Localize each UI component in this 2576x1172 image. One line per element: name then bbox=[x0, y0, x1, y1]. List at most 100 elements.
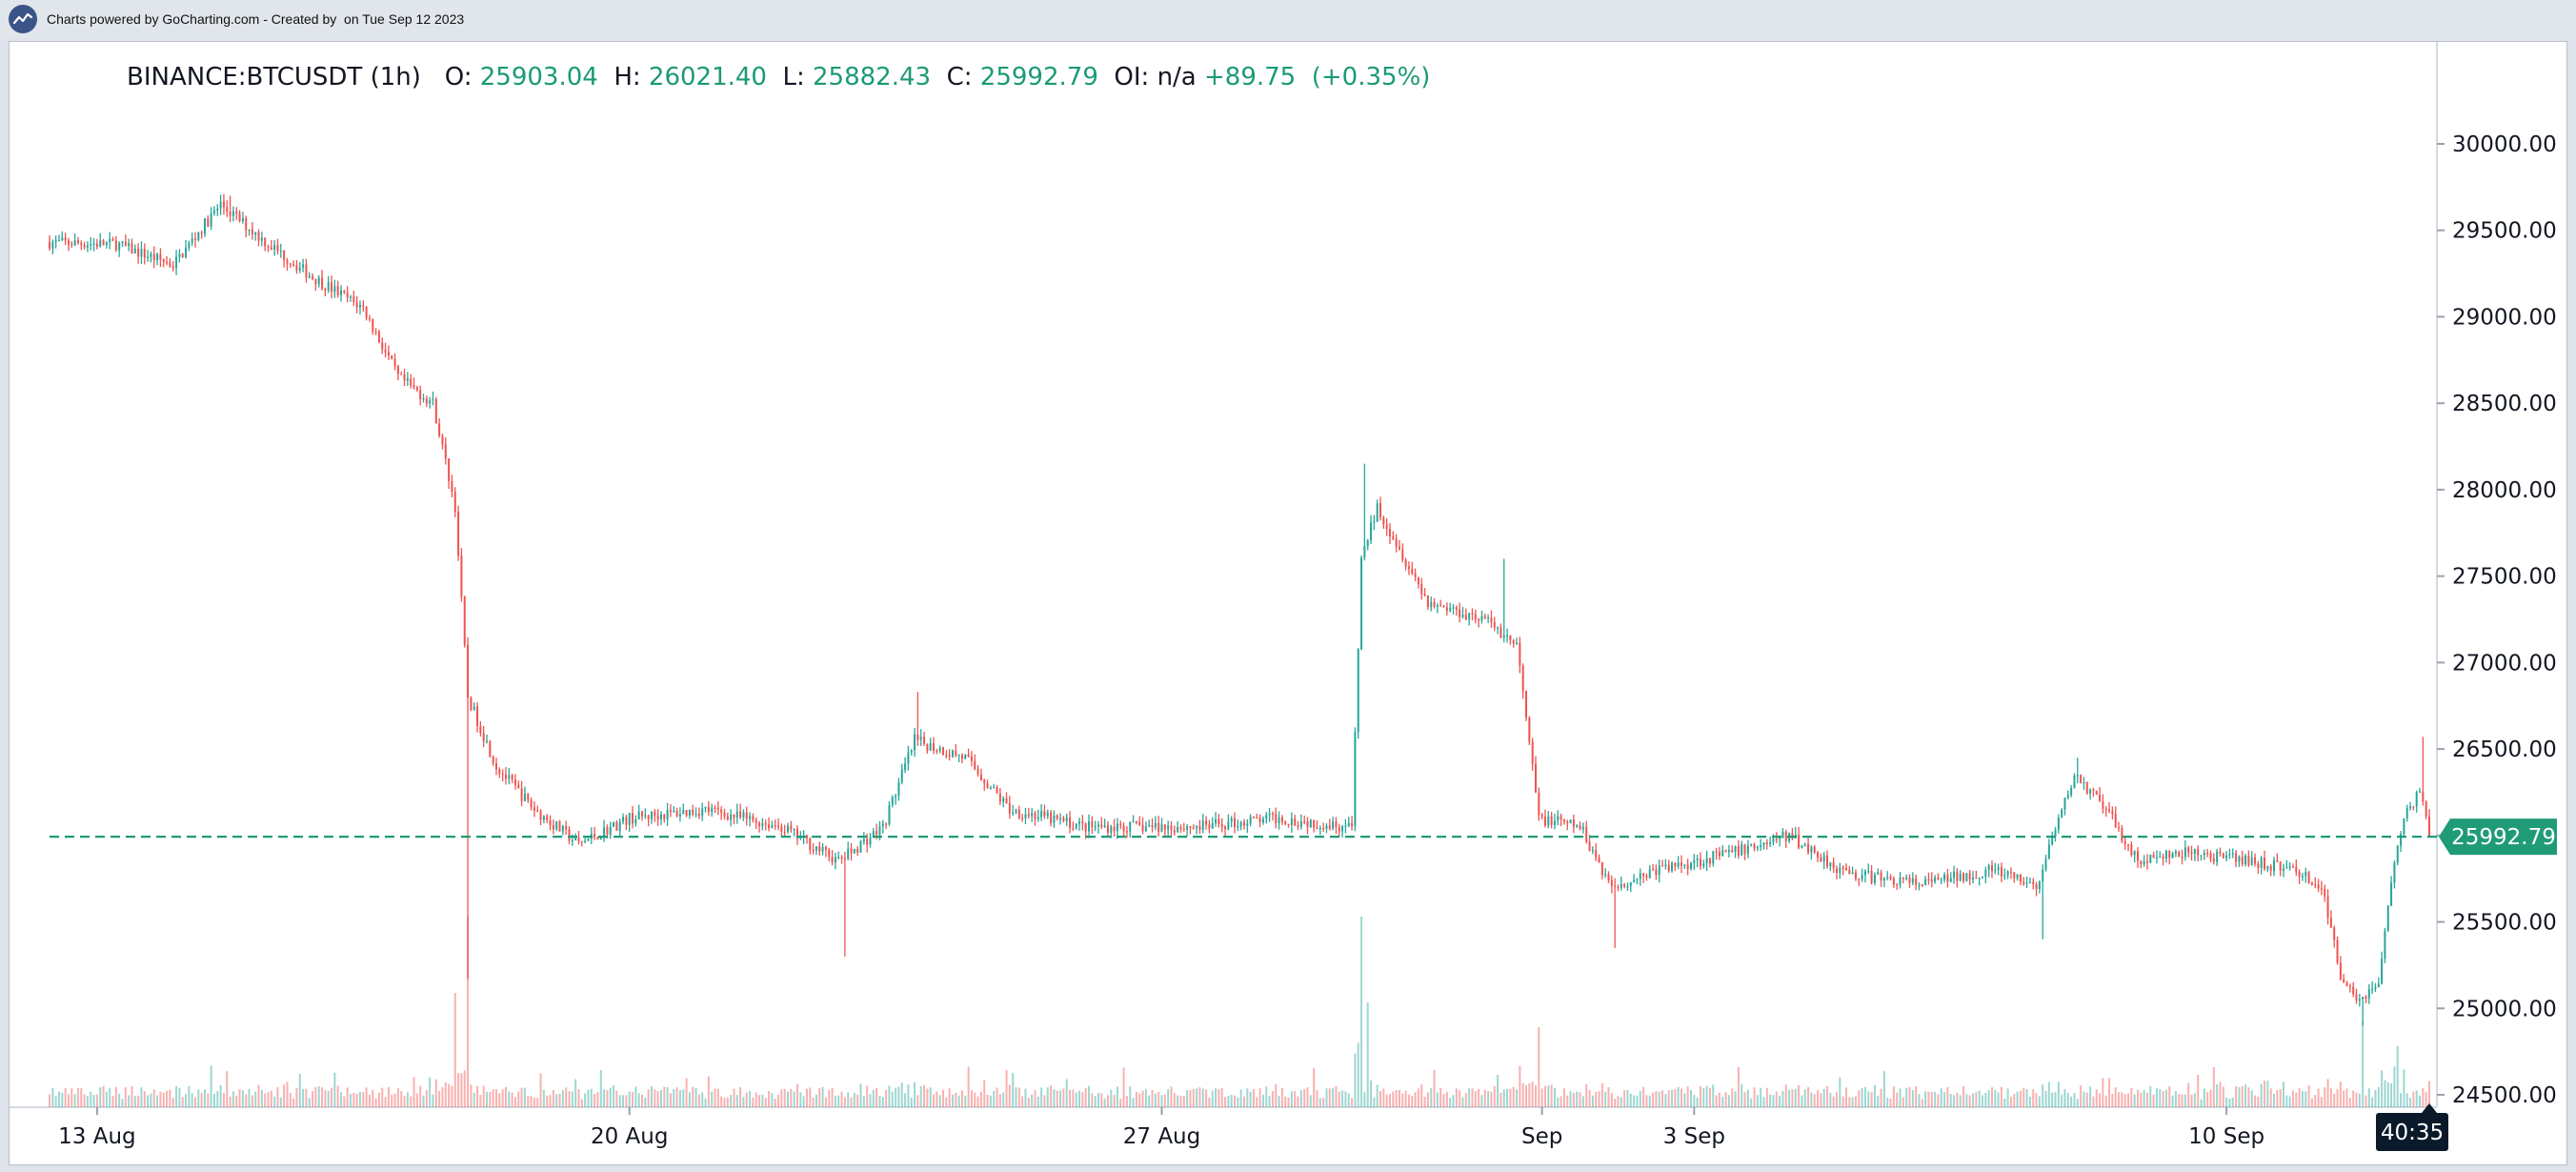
candle-body bbox=[2164, 850, 2167, 859]
volume-bar bbox=[1915, 1086, 1918, 1107]
volume-bar bbox=[2310, 1098, 2313, 1107]
volume-bar bbox=[295, 1087, 298, 1107]
volume-bar bbox=[2111, 1093, 2114, 1107]
candle-body bbox=[1984, 869, 1987, 878]
candle-body bbox=[2358, 999, 2361, 1001]
candle-body bbox=[2051, 836, 2054, 845]
volume-bar bbox=[1817, 1090, 1820, 1107]
candle-body bbox=[774, 824, 776, 827]
volume-bar bbox=[2121, 1092, 2123, 1107]
volume-bar bbox=[1442, 1094, 1445, 1107]
candle-body bbox=[1091, 820, 1094, 827]
volume-bar bbox=[1502, 1089, 1505, 1107]
candle-body bbox=[694, 814, 697, 816]
candle-body bbox=[571, 839, 574, 842]
chart-area[interactable]: 24500.0025000.0025500.0026000.0026500.00… bbox=[9, 41, 2567, 1165]
candle-body bbox=[2390, 882, 2393, 906]
volume-bar bbox=[1106, 1095, 1109, 1107]
volume-bar bbox=[1341, 1090, 1344, 1107]
volume-bar bbox=[254, 1091, 257, 1107]
volume-bar bbox=[711, 1091, 714, 1107]
volume-bar bbox=[2415, 1090, 2418, 1107]
volume-bar bbox=[1395, 1089, 1398, 1107]
volume-bar bbox=[1540, 1088, 1543, 1107]
candle-body bbox=[1163, 824, 1166, 830]
volume-bar bbox=[771, 1093, 774, 1107]
candle-body bbox=[1696, 859, 1699, 860]
candle-body bbox=[336, 286, 339, 295]
candle-body bbox=[396, 366, 399, 374]
volume-bar bbox=[1088, 1085, 1091, 1107]
volume-bar bbox=[1478, 1089, 1480, 1107]
volume-bar bbox=[673, 1089, 675, 1107]
volume-bar bbox=[843, 1097, 846, 1107]
candle-body bbox=[1990, 865, 1993, 872]
volume-bar bbox=[1538, 1027, 1540, 1107]
volume-bar bbox=[1990, 1087, 1993, 1107]
volume-bar bbox=[558, 1093, 561, 1107]
volume-bar bbox=[2405, 1093, 2408, 1107]
last-price-tag-bg bbox=[2439, 818, 2557, 856]
volume-bar bbox=[124, 1087, 127, 1107]
volume-bar bbox=[494, 1088, 497, 1107]
candle-body bbox=[1363, 546, 1366, 558]
candle-body bbox=[1487, 617, 1490, 619]
candle-body bbox=[1607, 874, 1610, 880]
candle-body bbox=[1407, 566, 1410, 570]
volume-bar bbox=[444, 1082, 447, 1107]
volume-bar bbox=[1196, 1088, 1198, 1107]
volume-bar bbox=[1373, 1097, 1376, 1107]
candle-body bbox=[1832, 862, 1835, 869]
volume-bar bbox=[1867, 1091, 1870, 1107]
volume-bar bbox=[552, 1090, 554, 1107]
volume-bar bbox=[960, 1090, 963, 1107]
candle-body bbox=[812, 850, 815, 852]
y-tick-label: 24500.00 bbox=[2452, 1083, 2557, 1108]
volume-bar bbox=[2219, 1081, 2222, 1107]
candle-body bbox=[1829, 862, 1832, 867]
volume-bar bbox=[178, 1087, 181, 1107]
volume-bar bbox=[1807, 1087, 1810, 1107]
candle-body bbox=[137, 248, 140, 257]
volume-bar bbox=[1474, 1091, 1477, 1107]
candle-body bbox=[881, 823, 884, 827]
volume-bar bbox=[365, 1087, 368, 1107]
candle-body bbox=[1170, 825, 1173, 831]
volume-bar bbox=[162, 1092, 165, 1107]
volume-bar bbox=[2038, 1096, 2041, 1107]
volume-bar bbox=[1854, 1096, 1857, 1107]
volume-bar bbox=[1002, 1092, 1005, 1107]
candle-body bbox=[1610, 879, 1613, 886]
candle-body bbox=[2080, 775, 2083, 783]
candle-body bbox=[752, 816, 755, 820]
volume-bar bbox=[1490, 1091, 1493, 1107]
volume-bar bbox=[2009, 1096, 2012, 1107]
volume-bar bbox=[1322, 1098, 1325, 1107]
candle-body bbox=[2386, 905, 2389, 931]
candle-body bbox=[2083, 781, 2085, 784]
candlestick-chart[interactable]: 24500.0025000.0025500.0026000.0026500.00… bbox=[10, 42, 2566, 1164]
candle-body bbox=[2044, 859, 2047, 870]
candle-body bbox=[49, 242, 50, 249]
candle-body bbox=[2092, 789, 2095, 791]
volume-bar bbox=[2231, 1097, 2234, 1107]
volume-bar bbox=[2203, 1088, 2205, 1107]
volume-bar bbox=[2083, 1091, 2085, 1107]
candle-body bbox=[739, 811, 742, 818]
volume-bar bbox=[916, 1095, 919, 1107]
candle-body bbox=[1490, 617, 1493, 622]
volume-bar bbox=[159, 1091, 162, 1107]
candle-body bbox=[305, 264, 308, 278]
volume-bar bbox=[831, 1087, 834, 1107]
y-tick-label: 29000.00 bbox=[2452, 305, 2557, 330]
volume-bar bbox=[1610, 1093, 1613, 1107]
volume-bar bbox=[1179, 1096, 1182, 1107]
candle-body bbox=[1826, 855, 1829, 867]
volume-bar bbox=[298, 1073, 301, 1107]
candle-body bbox=[251, 229, 253, 234]
volume-bar bbox=[1379, 1090, 1382, 1107]
volume-bar bbox=[210, 1065, 212, 1107]
volume-bar bbox=[1186, 1089, 1189, 1107]
volume-bar bbox=[2063, 1088, 2066, 1107]
candle-body bbox=[1550, 816, 1553, 825]
